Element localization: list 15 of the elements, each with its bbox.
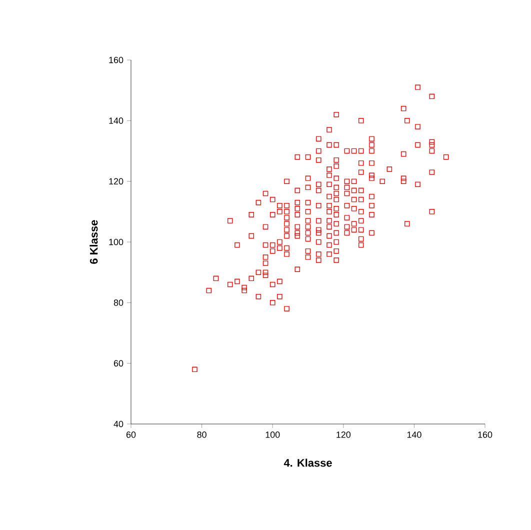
y-tick-label: 80 bbox=[114, 299, 124, 306]
x-tick-label: 160 bbox=[478, 432, 492, 438]
x-tick-label: 100 bbox=[266, 432, 280, 438]
x-tick-label: 120 bbox=[336, 432, 351, 438]
y-tick-label: 160 bbox=[109, 56, 124, 64]
x-tick-label: 140 bbox=[407, 432, 422, 438]
x-axis-title: 4. Klasse bbox=[284, 458, 332, 467]
x-tick-label: 60 bbox=[126, 432, 136, 438]
y-tick-label: 120 bbox=[109, 178, 124, 185]
y-tick-label: 140 bbox=[109, 117, 124, 124]
x-tick-label: 80 bbox=[197, 432, 206, 438]
y-axis-title: 6 Klasse bbox=[90, 220, 98, 264]
y-tick-label: 60 bbox=[114, 360, 124, 367]
y-tick-label: 40 bbox=[114, 420, 124, 428]
y-tick-label: 100 bbox=[109, 238, 124, 246]
